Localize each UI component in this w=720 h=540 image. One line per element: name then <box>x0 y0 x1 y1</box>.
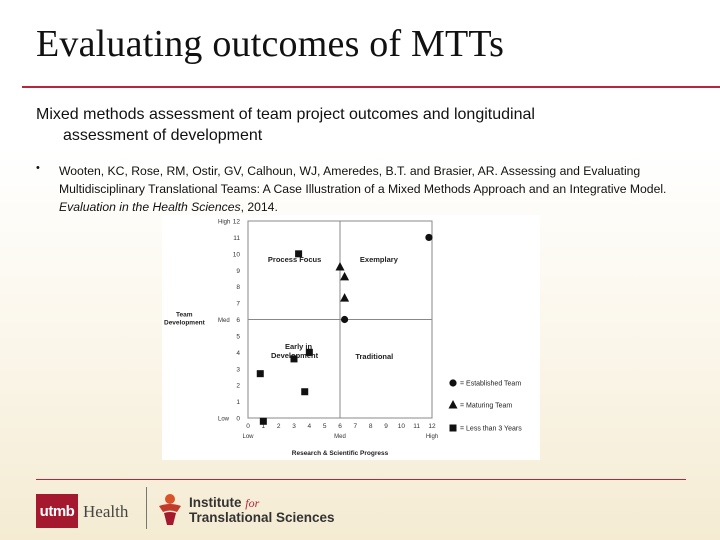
logo-divider <box>146 487 147 529</box>
citation-authors-title: Wooten, KC, Rose, RM, Ostir, GV, Calhoun… <box>59 164 667 196</box>
y-level-label: High <box>218 220 230 226</box>
bullet-icon: • <box>36 162 40 174</box>
y-tick-label: 0 <box>236 416 240 423</box>
y-level-label: Low <box>218 417 230 423</box>
x-level-label: Low <box>242 434 254 440</box>
x-tick-label: 0 <box>246 423 250 430</box>
lead-line-1: Mixed methods assessment of team project… <box>36 106 535 123</box>
team-matrix-figure: 0 1 2 3 4 5 6 7 8 9 10 11 12 0 1 2 3 4 5 6 7 8 9 10 11 12 Low Med Hi… <box>162 215 540 460</box>
data-point-square <box>295 250 303 258</box>
data-point-circle <box>341 315 349 324</box>
y-tick-label: 8 <box>236 284 240 291</box>
y-tick-label: 9 <box>236 268 240 275</box>
y-axis-title-line1: Team <box>176 312 193 319</box>
data-point-square <box>301 388 309 396</box>
x-tick-label: 5 <box>323 423 327 430</box>
y-tick-label: 5 <box>236 333 240 340</box>
data-point-triangle <box>340 271 350 281</box>
quadrant-label: Exemplary <box>360 255 399 264</box>
institute-logo-icon <box>159 494 181 525</box>
slide-title: Evaluating outcomes of MTTs <box>36 23 505 65</box>
x-tick-label: 12 <box>428 423 436 430</box>
x-tick-label: 4 <box>308 423 312 430</box>
y-tick-label: 7 <box>236 301 240 308</box>
citation-text: Wooten, KC, Rose, RM, Ostir, GV, Calhoun… <box>59 162 689 216</box>
citation-journal: Evaluation in the Health Sciences <box>59 200 241 214</box>
citation-year: , 2014. <box>240 200 278 214</box>
legend-label: = Maturing Team <box>460 403 512 410</box>
x-tick-label: 9 <box>384 423 388 430</box>
legend-marker-circle <box>449 379 457 387</box>
y-tick-label: 2 <box>236 383 240 390</box>
legend-label: = Established Team <box>460 381 521 388</box>
data-point-square <box>290 355 298 363</box>
health-logo-text: Health <box>83 502 129 521</box>
data-point-circle <box>425 233 433 242</box>
legend-marker-square <box>449 424 457 432</box>
quadrant-label: Traditional <box>355 352 393 361</box>
lead-text: Mixed methods assessment of team project… <box>36 104 676 146</box>
x-axis-title: Research & Scientific Progress <box>292 450 389 457</box>
y-tick-label: 3 <box>236 366 240 373</box>
utmb-logo-text: utmb <box>39 502 75 520</box>
utmb-logo: utmb <box>36 494 78 528</box>
institute-name-line2: Translational Sciences <box>189 510 335 525</box>
x-tick-label: 1 <box>262 423 266 430</box>
x-level-label: Med <box>334 434 346 440</box>
y-tick-label: 4 <box>236 350 240 357</box>
institute-word: Institute <box>189 495 242 510</box>
data-point-square <box>305 348 313 356</box>
x-tick-label: 2 <box>277 423 281 430</box>
legend-label: = Less than 3 Years <box>460 426 522 433</box>
x-tick-label: 6 <box>338 423 342 430</box>
quadrant-label: Early in <box>285 342 313 351</box>
x-tick-label: 11 <box>413 423 420 430</box>
y-tick-label: 12 <box>233 219 241 226</box>
y-tick-label: 10 <box>233 251 241 258</box>
data-point-square <box>259 417 267 425</box>
quadrant-label: Process Focus <box>268 255 321 264</box>
x-tick-label: 10 <box>398 423 406 430</box>
y-tick-label: 1 <box>236 399 240 406</box>
lead-line-2: assessment of development <box>63 127 263 144</box>
x-tick-label: 8 <box>369 423 373 430</box>
y-tick-label: 6 <box>236 317 240 324</box>
data-point-square <box>256 370 264 378</box>
y-tick-label: 11 <box>233 235 240 242</box>
x-tick-label: 3 <box>292 423 296 430</box>
x-tick-label: 7 <box>354 423 358 430</box>
y-level-label: Med <box>218 318 230 324</box>
data-point-triangle <box>340 293 350 302</box>
x-level-label: High <box>426 434 438 440</box>
institute-for: for <box>245 496 260 510</box>
footer-divider <box>36 479 686 480</box>
legend-marker-triangle <box>448 400 458 409</box>
title-divider <box>22 86 720 88</box>
institute-name-line1: Institute for <box>189 495 259 511</box>
data-point-triangle <box>335 261 345 271</box>
y-axis-title-line2: Development <box>164 320 206 327</box>
